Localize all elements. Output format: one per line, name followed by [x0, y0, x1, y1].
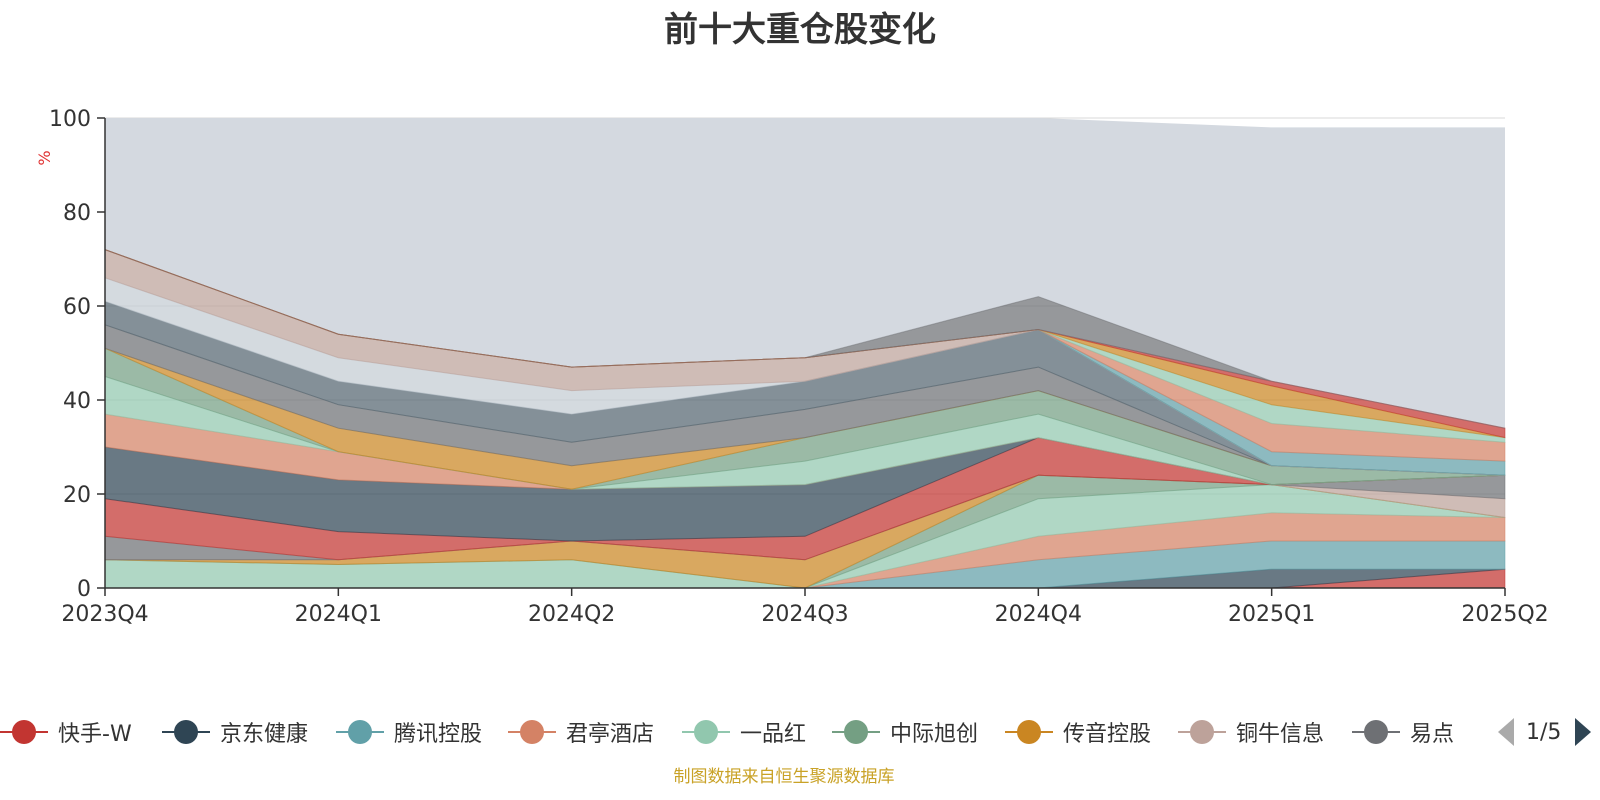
- x-tick-label: 2025Q1: [1228, 602, 1315, 627]
- legend-item[interactable]: 铜牛信息: [1178, 712, 1324, 752]
- legend-label: 传音控股: [1063, 722, 1152, 747]
- legend-swatch-icon: [162, 718, 210, 746]
- legend-next-page-icon[interactable]: [1575, 718, 1592, 746]
- source-note: 制图数据来自恒生聚源数据库: [673, 767, 895, 787]
- legend-item[interactable]: 一品红: [682, 712, 806, 752]
- legend-item[interactable]: 中际旭创: [832, 712, 978, 752]
- legend-item[interactable]: 易点: [1352, 712, 1454, 752]
- legend-label: 腾讯控股: [394, 722, 483, 747]
- y-tick-label: 20: [63, 483, 91, 508]
- y-tick-label: 80: [63, 201, 91, 226]
- legend-pager: 1/5: [1498, 712, 1592, 752]
- legend-swatch-icon: [508, 718, 556, 746]
- legend-label: 易点: [1410, 722, 1455, 747]
- legend-swatch-icon: [1005, 718, 1053, 746]
- legend-item[interactable]: 君亭酒店: [508, 712, 654, 752]
- x-tick-label: 2023Q4: [61, 602, 148, 627]
- legend-item[interactable]: 快手-W: [0, 712, 132, 752]
- legend-label: 铜牛信息: [1236, 722, 1325, 747]
- x-tick-label: 2024Q1: [295, 602, 382, 627]
- legend-item[interactable]: 传音控股: [1005, 712, 1151, 752]
- chart-title: 前十大重仓股变化: [664, 10, 936, 50]
- legend-swatch-icon: [682, 718, 730, 746]
- legend-swatch-icon: [1352, 718, 1400, 746]
- x-tick-label: 2024Q4: [995, 602, 1082, 627]
- legend-label: 一品红: [740, 722, 807, 747]
- legend-item[interactable]: 京东健康: [162, 712, 308, 752]
- y-tick-label: 0: [77, 577, 91, 602]
- legend-page-indicator: 1/5: [1526, 719, 1562, 745]
- legend-prev-page-icon[interactable]: [1498, 718, 1514, 746]
- x-tick-label: 2024Q3: [761, 602, 848, 627]
- y-axis-label: %: [35, 150, 54, 165]
- y-tick-label: 100: [49, 107, 91, 132]
- x-tick-label: 2024Q2: [528, 602, 615, 627]
- remainder-area: [105, 118, 1505, 429]
- legend-label: 快手-W: [58, 722, 132, 747]
- holding-area[interactable]: [104, 249, 1506, 429]
- stacked-area-chart: 0 20 40 60 80 100 2023Q4 2024Q1 2024Q2 2024Q3 2024…: [35, 107, 1549, 627]
- x-tick-label: 2025Q2: [1461, 602, 1548, 627]
- legend-swatch-icon: [0, 718, 48, 746]
- legend-label: 中际旭创: [890, 722, 979, 747]
- y-tick-label: 60: [63, 295, 91, 320]
- legend-swatch-icon: [1178, 718, 1226, 746]
- legend-item[interactable]: 腾讯控股: [336, 712, 482, 752]
- legend-swatch-icon: [336, 718, 384, 746]
- legend-label: 京东健康: [220, 722, 309, 747]
- legend-label: 君亭酒店: [566, 722, 655, 747]
- chart-legend: 快手-W 京东健康 腾讯控股 君亭酒店 一品红 中际旭创 传音控股 铜牛信息 易点: [0, 712, 1600, 752]
- legend-swatch-icon: [832, 718, 880, 746]
- y-tick-label: 40: [63, 389, 91, 414]
